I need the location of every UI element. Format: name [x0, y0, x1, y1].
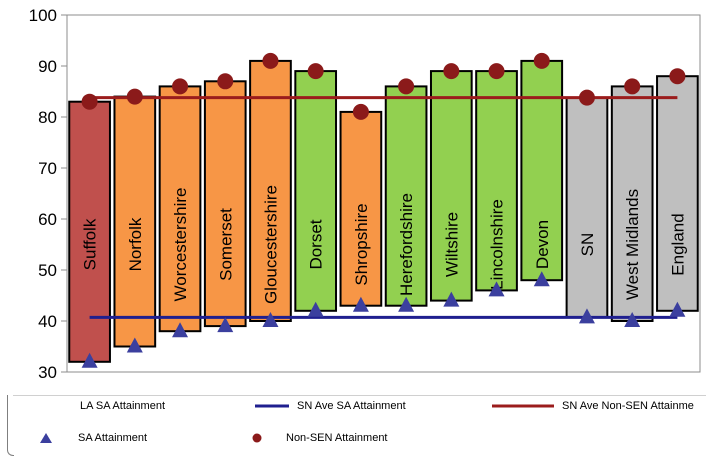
y-tick-label: 100 — [29, 6, 57, 25]
category-label: SN — [578, 233, 597, 257]
y-tick-label: 70 — [38, 159, 57, 178]
legend-label: SA Attainment — [78, 432, 148, 444]
sa-attainment-marker — [624, 312, 641, 327]
sa-attainment-marker — [488, 281, 505, 297]
sa-attainment-marker — [217, 317, 234, 333]
non-sen-attainment-marker — [172, 78, 189, 95]
legend-label: SN Ave Non-SEN Attainme — [562, 400, 694, 412]
sa-attainment-marker — [262, 312, 279, 327]
bar-dorset — [294, 70, 338, 312]
legend-item-la-sa: LA SA Attainment — [80, 400, 165, 412]
category-label: Lincolnshire — [488, 199, 507, 290]
bar-lincolnshire — [475, 70, 518, 292]
category-label: Somerset — [216, 208, 235, 281]
non-sen-attainment-marker — [262, 52, 279, 69]
sa-attainment-marker — [172, 322, 189, 338]
legend-item-sn-ave-sa: SN Ave SA Attainment — [255, 400, 406, 412]
legend-frame — [7, 395, 14, 456]
legend: LA SA Attainment SN Ave SA Attainment SN… — [0, 392, 706, 457]
category-label: Norfolk — [126, 217, 145, 271]
legend-line-icon — [492, 404, 554, 408]
non-sen-attainment-marker — [624, 78, 641, 95]
non-sen-attainment-marker — [443, 63, 460, 80]
sa-attainment-marker — [578, 308, 595, 324]
sa-attainment-marker — [398, 296, 415, 312]
sa-attainment-marker — [533, 271, 550, 287]
category-label: Suffolk — [81, 218, 100, 270]
non-sen-attainment-marker — [398, 78, 415, 95]
y-tick-label: 60 — [38, 210, 57, 229]
category-label: West Midlands — [623, 189, 642, 300]
sa-attainment-marker — [443, 291, 460, 307]
sa-attainment-marker — [81, 352, 98, 368]
legend-divider — [13, 395, 706, 396]
sa-attainment-marker — [307, 301, 324, 317]
plot-frame — [66, 14, 701, 373]
bar-wiltshire — [429, 70, 473, 302]
chart-area: 30 40 50 60 70 80 90 100 Suffolk Norfolk Worcester… — [29, 6, 701, 382]
category-label: Wiltshire — [442, 212, 461, 277]
non-sen-attainment-marker — [352, 103, 369, 120]
non-sen-attainment-marker — [578, 89, 595, 106]
y-tick-label: 40 — [38, 312, 57, 331]
non-sen-attainment-marker — [307, 63, 324, 80]
legend-label: LA SA Attainment — [80, 400, 166, 412]
bar-sn — [565, 96, 609, 319]
bar-england — [656, 75, 699, 312]
category-label: Dorset — [307, 219, 326, 269]
category-label: Devon — [533, 220, 552, 269]
category-label: Gloucestershire — [261, 185, 280, 304]
non-sen-attainment-marker — [81, 93, 98, 110]
sa-attainment-marker — [669, 301, 686, 317]
legend-item-non-sen-attainment: Non-SEN Attainment — [252, 432, 388, 444]
bar-somerset — [203, 80, 247, 328]
legend-label: SN Ave SA Attainment — [297, 400, 406, 412]
non-sen-attainment-marker — [533, 52, 550, 69]
circle-icon — [252, 433, 262, 443]
category-label: Worcestershire — [171, 187, 190, 301]
category-label: England — [668, 213, 687, 275]
sa-attainment-marker — [126, 337, 143, 353]
legend-line-icon — [255, 404, 289, 408]
y-tick-label: 50 — [38, 261, 57, 280]
category-label: Shropshire — [352, 203, 371, 285]
legend-item-sa-attainment: SA Attainment — [40, 432, 147, 444]
legend-label: Non-SEN Attainment — [286, 432, 388, 444]
y-tick-label: 90 — [38, 57, 57, 76]
sa-attainment-marker — [352, 296, 369, 312]
triangle-icon — [40, 433, 52, 443]
non-sen-attainment-marker — [669, 68, 686, 85]
category-label: Herefordshire — [397, 193, 416, 296]
non-sen-attainment-marker — [488, 63, 505, 80]
y-tick-label: 30 — [38, 363, 57, 382]
non-sen-attainment-marker — [217, 73, 234, 90]
legend-item-sn-ave-non-sen: SN Ave Non-SEN Attainme — [492, 400, 694, 412]
non-sen-attainment-marker — [126, 88, 143, 105]
y-tick-label: 80 — [38, 108, 57, 127]
